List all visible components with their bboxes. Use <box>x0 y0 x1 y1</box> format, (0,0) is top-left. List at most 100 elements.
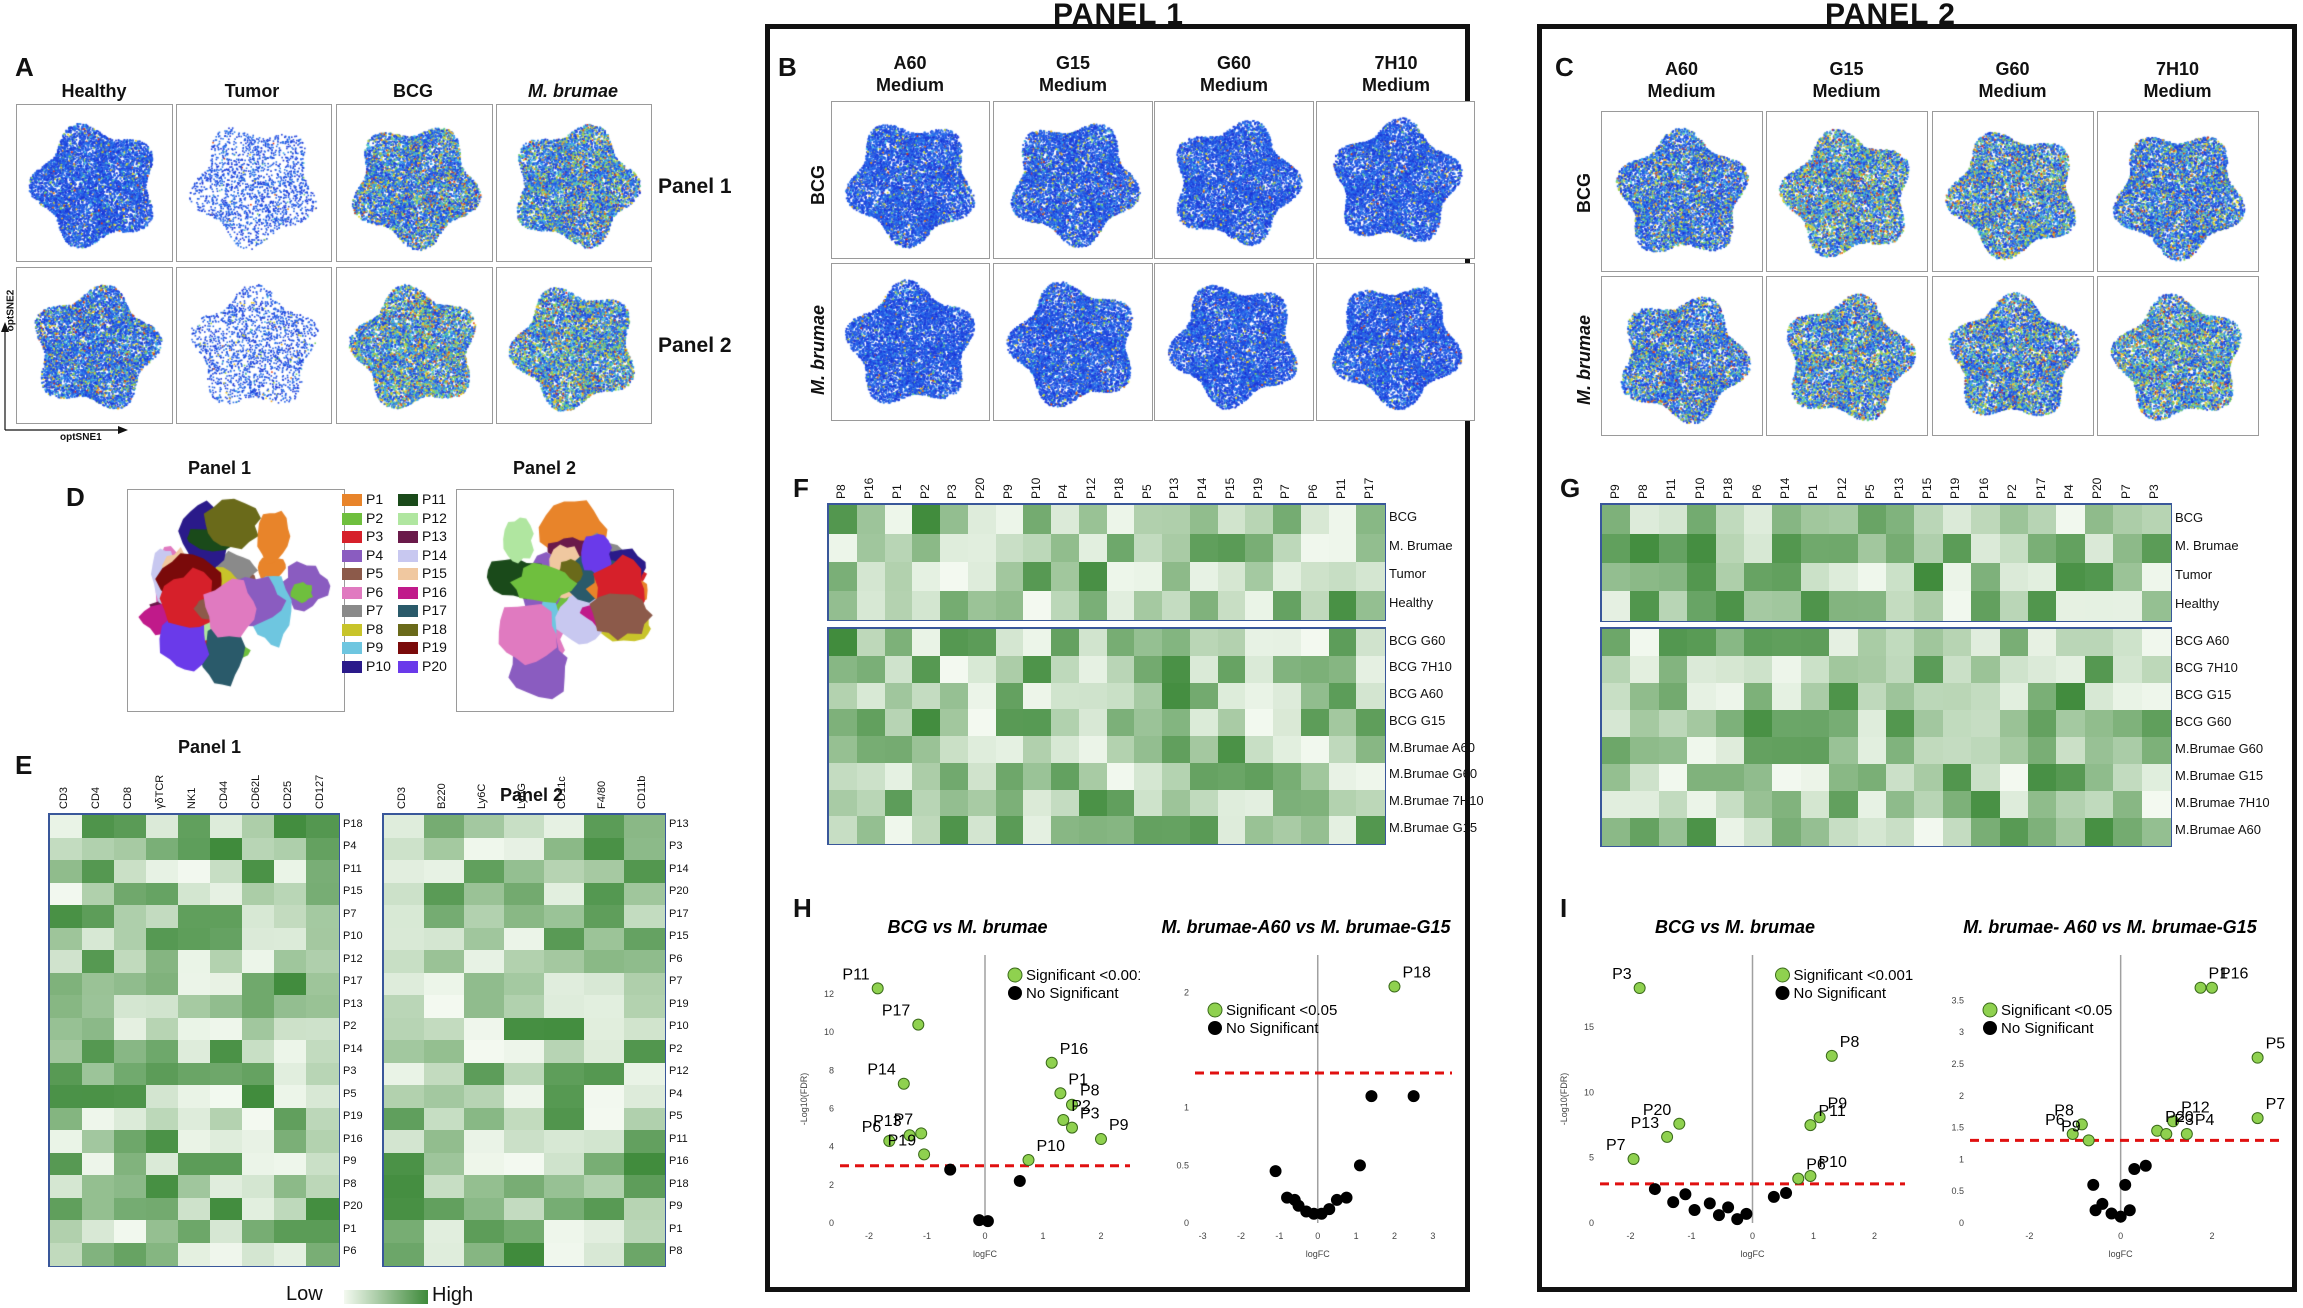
heatmap-cell <box>1245 736 1274 764</box>
heatmap-cell <box>178 815 211 839</box>
heatmap-cell <box>384 927 425 951</box>
heatmap-cell <box>146 882 179 906</box>
heatmap-row-label: P6 <box>669 952 683 965</box>
heatmap-cell <box>1300 562 1330 592</box>
heatmap-row-label: P20 <box>343 1200 363 1213</box>
b-tsne-mb-g15 <box>993 263 1153 421</box>
heatmap-col-label: CD3 <box>395 786 408 809</box>
point-label: P9 <box>2061 1118 2081 1135</box>
heatmap-row-label: P12 <box>343 952 363 965</box>
heatmap-cell <box>2056 629 2086 657</box>
heatmap-cell <box>306 995 339 1019</box>
heatmap-cell <box>82 1107 115 1131</box>
y-tick-label: 10 <box>1584 1087 1594 1097</box>
heatmap-cell <box>1051 816 1080 844</box>
b-tsne-bcg-a60 <box>831 101 990 259</box>
heatmap-cell <box>967 655 997 684</box>
heatmap-cell <box>50 815 83 839</box>
d-legend-swatch <box>398 531 418 543</box>
data-point <box>1825 1049 1838 1062</box>
heatmap-cell <box>210 882 243 906</box>
heatmap-row-label: P1 <box>343 1222 357 1235</box>
heatmap-cell <box>306 1197 339 1221</box>
heatmap-col-label: P2 <box>917 484 932 499</box>
heatmap-cell <box>1051 562 1080 592</box>
heatmap-cell <box>114 815 147 839</box>
heatmap-cell <box>1602 591 1631 621</box>
heatmap-cell <box>306 1242 339 1266</box>
d-legend-label: P19 <box>422 639 447 655</box>
heatmap-cell <box>1273 709 1302 737</box>
heatmap-cell <box>940 736 969 764</box>
heatmap-cell <box>1999 562 2029 592</box>
heatmap-cell <box>504 972 545 996</box>
point-label: P17 <box>882 1003 911 1020</box>
heatmap-cell <box>274 1220 307 1244</box>
b-tsne-bcg-g15 <box>993 101 1153 259</box>
a-tsne-bcg-p1 <box>336 104 493 262</box>
heatmap-cell <box>544 1085 585 1109</box>
heatmap-cell <box>50 972 83 996</box>
heatmap-cell <box>1189 736 1219 764</box>
heatmap-cell <box>114 1017 147 1041</box>
heatmap-cell <box>146 1130 179 1154</box>
heatmap-cell <box>1328 709 1357 737</box>
heatmap-cell <box>146 927 179 951</box>
heatmap-cell <box>1942 591 1972 621</box>
heatmap-cell <box>82 950 115 974</box>
y-tick-label: 6 <box>829 1104 834 1114</box>
heatmap-cell <box>1134 655 1163 684</box>
heatmap-cell <box>50 1242 83 1266</box>
heatmap-cell <box>1715 818 1745 846</box>
data-point <box>1661 1130 1674 1143</box>
heatmap-row-label: P6 <box>343 1245 357 1258</box>
heatmap-row-label: P8 <box>343 1177 357 1190</box>
heatmap-cell <box>424 1152 465 1176</box>
heatmap-cell <box>1134 562 1163 592</box>
data-point <box>1269 1165 1282 1178</box>
point-label: P16 <box>2220 966 2249 983</box>
heatmap-row-label: P3 <box>343 1065 357 1078</box>
heatmap-cell <box>884 709 913 737</box>
heatmap-cell <box>1687 710 1717 738</box>
heatmap-cell <box>1886 505 1915 535</box>
heatmap-cell <box>912 816 941 844</box>
heatmap-cell <box>1602 791 1631 819</box>
heatmap-cell <box>2084 764 2114 792</box>
heatmap-cell <box>50 1040 83 1064</box>
heatmap-cell <box>1602 683 1631 711</box>
heatmap-cell <box>464 995 505 1019</box>
heatmap-cell <box>1999 818 2029 846</box>
heatmap-cell <box>504 815 545 839</box>
heatmap-cell <box>1630 629 1660 657</box>
heatmap-cell <box>1857 629 1887 657</box>
heatmap-cell <box>1715 629 1745 657</box>
heatmap-cell <box>464 950 505 974</box>
heatmap-cell <box>210 995 243 1019</box>
heatmap-cell <box>856 789 886 817</box>
heatmap-cell <box>2084 818 2114 846</box>
heatmap-cell <box>1800 656 1830 684</box>
heatmap-cell <box>178 927 211 951</box>
heatmap-cell <box>178 1017 211 1041</box>
d-legend-label: P5 <box>366 565 384 581</box>
heatmap-cell <box>995 655 1024 684</box>
d-legend-label: P3 <box>366 528 384 544</box>
y-tick-label: 1 <box>1959 1154 1964 1164</box>
y-tick-label: 3 <box>1959 1027 1964 1037</box>
heatmap-row-label: P18 <box>669 1177 689 1190</box>
heatmap-cell <box>1999 656 2029 684</box>
heatmap-cell <box>50 1220 83 1244</box>
data-point <box>981 1215 994 1228</box>
heatmap-cell <box>1217 533 1246 563</box>
heatmap-cell <box>544 1220 585 1244</box>
heatmap-cell <box>2028 629 2057 657</box>
heatmap-cell <box>1687 764 1717 792</box>
heatmap-cell <box>1658 791 1688 819</box>
heatmap-cell <box>82 1197 115 1221</box>
heatmap-cell <box>1630 505 1660 535</box>
heatmap-cell <box>1914 791 1944 819</box>
heatmap-cell <box>1886 562 1915 592</box>
heatmap-cell <box>384 860 425 884</box>
heatmap-row-label: P19 <box>669 997 689 1010</box>
